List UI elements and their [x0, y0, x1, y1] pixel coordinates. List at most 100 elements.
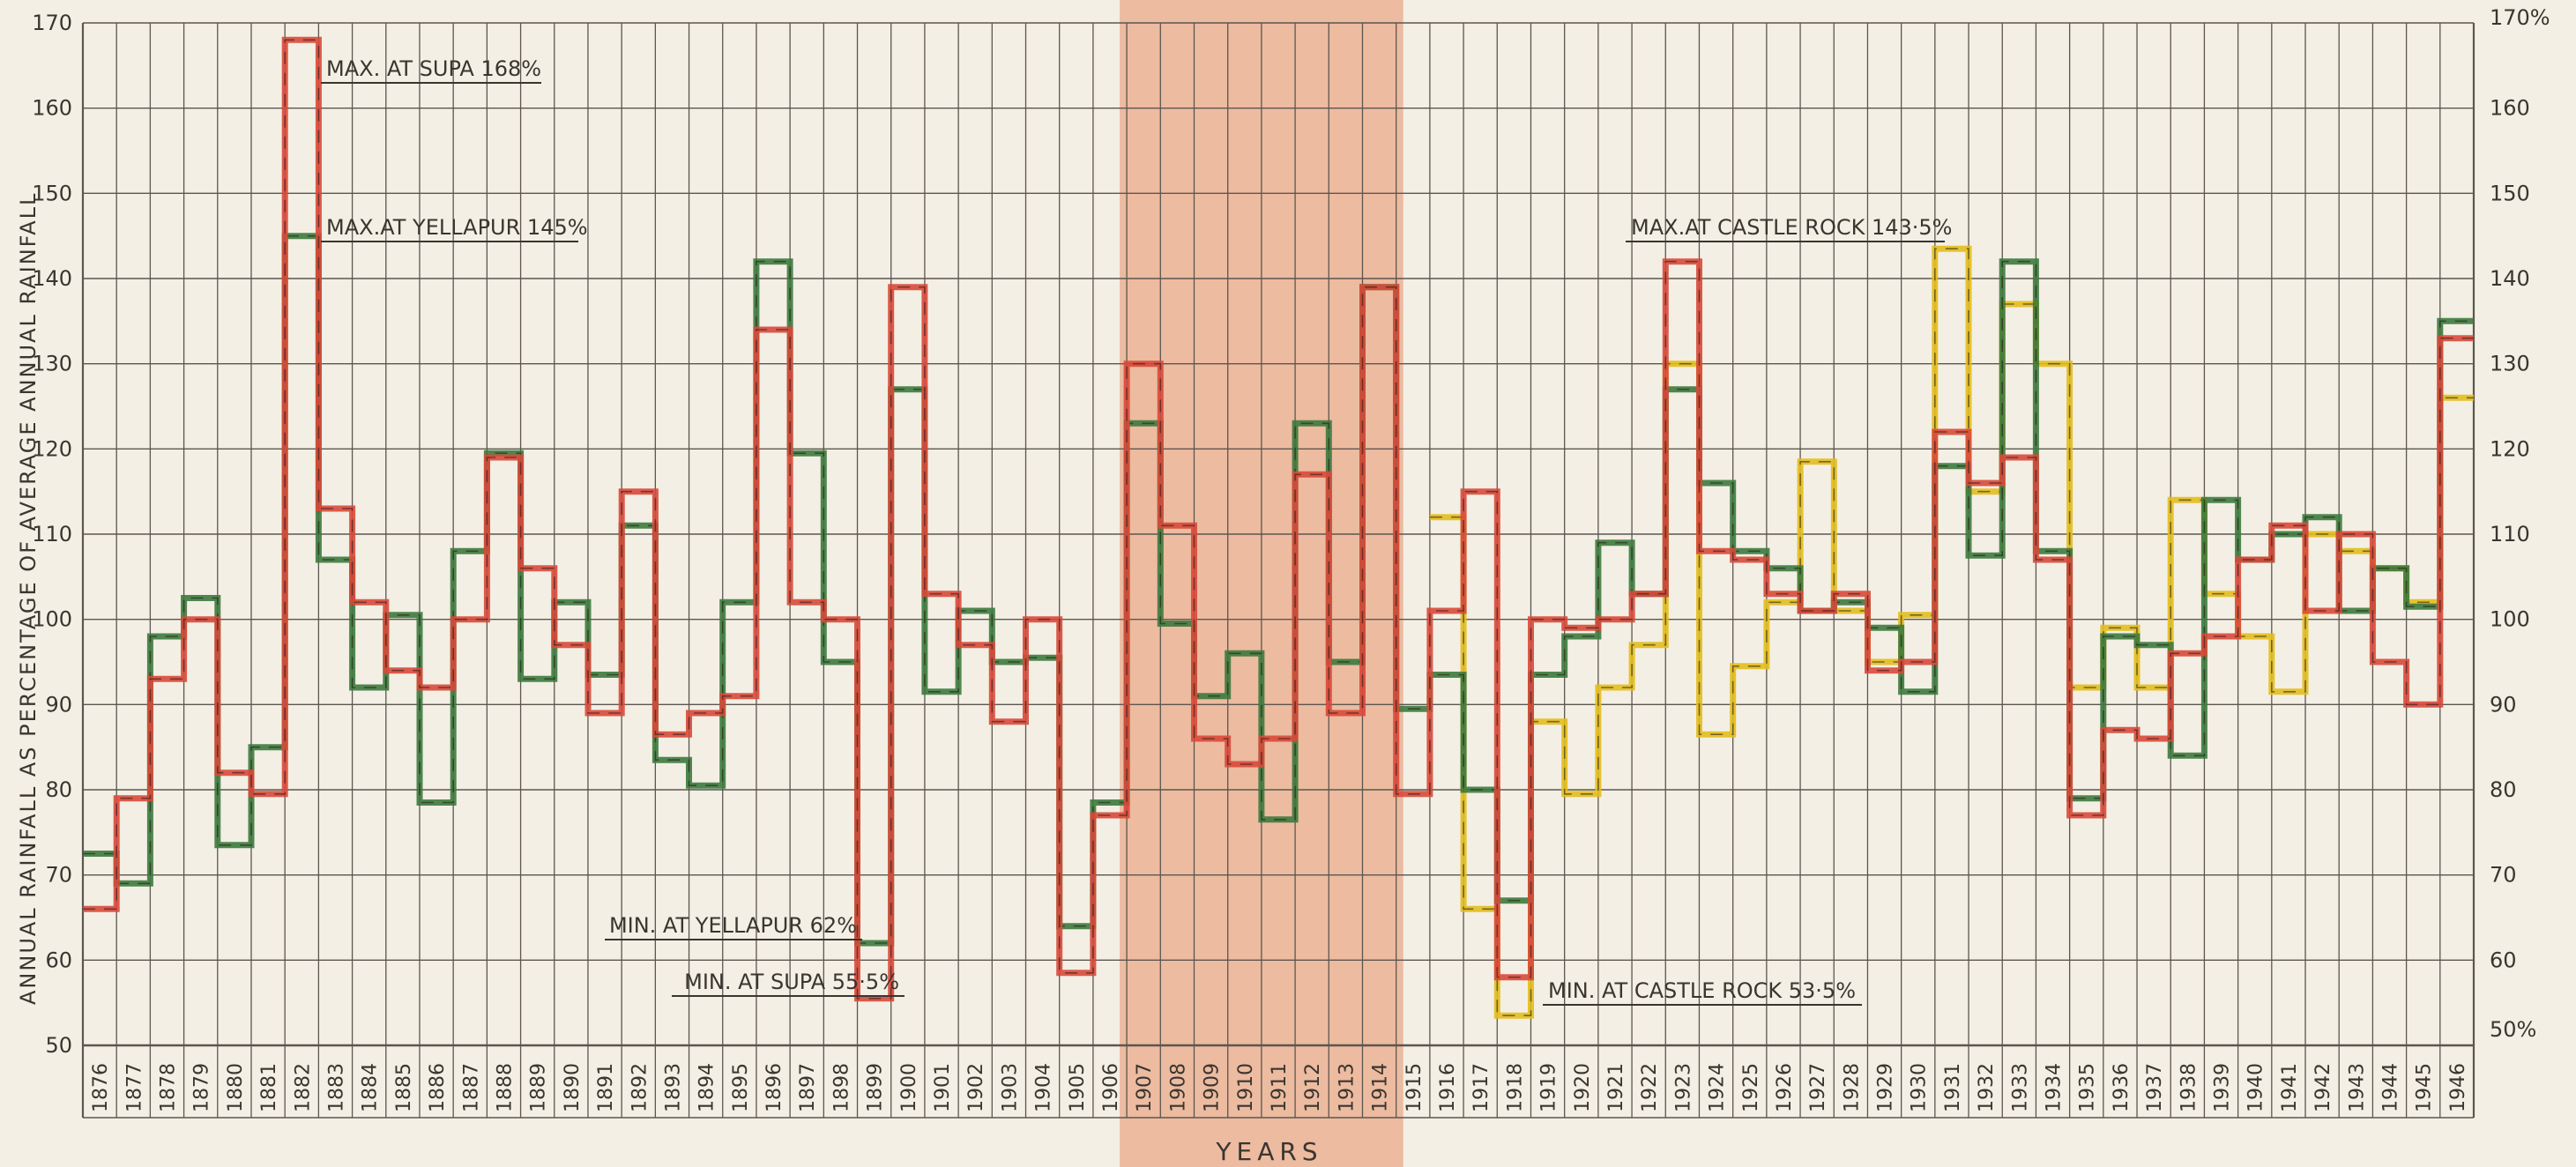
x-tick: 1922: [1639, 1063, 1661, 1112]
x-tick: 1886: [427, 1063, 449, 1112]
x-tick: 1935: [2077, 1063, 2099, 1112]
y-axis-label: ANNUAL RAINFALL AS PERCENTAGE OF AVERAGE…: [16, 192, 41, 1005]
x-tick: 1914: [1370, 1063, 1392, 1112]
annotation-label: MAX.AT CASTLE ROCK 143·5%: [1631, 215, 1952, 240]
y-tick-right: 100: [2490, 607, 2530, 632]
x-tick: 1945: [2414, 1063, 2436, 1112]
x-tick: 1910: [1235, 1063, 1257, 1112]
y-tick-right: 110: [2490, 522, 2530, 546]
annotation-label: MIN. AT CASTLE ROCK 53·5%: [1548, 978, 1856, 1003]
x-tick: 1930: [1909, 1063, 1931, 1112]
x-axis-ticks: 1876 1877 1878 1879 1880 1881 1882 1883 1884 1885…: [90, 1063, 2469, 1112]
x-tick: 1902: [965, 1063, 987, 1112]
x-tick: 1946: [2447, 1063, 2469, 1112]
x-tick: 1913: [1336, 1063, 1358, 1112]
x-tick: 1925: [1740, 1063, 1762, 1112]
annotations: MAX. AT SUPA 168% MAX.AT YELLAPUR 145% MIN…: [321, 56, 1952, 1006]
x-tick: 1885: [393, 1063, 415, 1112]
y-tick-right: 50%: [2490, 1017, 2536, 1042]
y-tick-left: 160: [32, 96, 72, 121]
x-tick: 1921: [1605, 1063, 1627, 1112]
x-tick: 1920: [1572, 1063, 1594, 1112]
x-tick: 1928: [1841, 1063, 1863, 1112]
y-tick-right: 150: [2490, 181, 2530, 205]
y-tick-left: 150: [32, 181, 72, 205]
y-tick-right: 130: [2490, 352, 2530, 376]
x-tick: 1880: [225, 1063, 247, 1112]
x-tick: 1907: [1134, 1063, 1156, 1112]
y-tick-right: 80: [2490, 777, 2517, 802]
x-tick: 1936: [2111, 1063, 2133, 1112]
y-tick-right: 120: [2490, 436, 2530, 461]
y-axis-right-ticks: 50% 60 70 80 90 100 110 120 130 140 150 160 170%: [2490, 5, 2550, 1042]
y-tick-left: 170: [32, 11, 72, 35]
x-tick: 1892: [629, 1063, 651, 1112]
annotation-label: MAX.AT YELLAPUR 145%: [326, 215, 588, 240]
y-tick-left: 130: [32, 352, 72, 376]
series-red-dash: [83, 39, 2474, 1000]
y-tick-right: 160: [2490, 96, 2530, 121]
x-tick: 1934: [2044, 1063, 2066, 1112]
x-tick: 1926: [1774, 1063, 1796, 1112]
x-tick: 1878: [157, 1063, 179, 1112]
x-tick: 1911: [1269, 1063, 1291, 1112]
x-tick: 1941: [2279, 1063, 2301, 1112]
x-tick: 1888: [494, 1063, 516, 1112]
x-tick: 1881: [258, 1063, 280, 1112]
x-tick: 1884: [360, 1063, 382, 1112]
x-tick: 1903: [999, 1063, 1021, 1112]
x-tick: 1891: [595, 1063, 617, 1112]
x-tick: 1940: [2245, 1063, 2267, 1112]
x-tick: 1906: [1100, 1063, 1122, 1112]
x-tick: 1937: [2144, 1063, 2166, 1112]
y-tick-right: 70: [2490, 863, 2517, 888]
x-tick: 1879: [191, 1063, 213, 1112]
x-tick: 1912: [1302, 1063, 1324, 1112]
y-tick-left: 50: [45, 1033, 72, 1058]
x-tick: 1916: [1437, 1063, 1459, 1112]
y-tick-right: 170%: [2490, 5, 2550, 30]
x-tick: 1915: [1403, 1063, 1426, 1112]
x-tick: 1894: [696, 1063, 718, 1112]
x-tick: 1923: [1672, 1063, 1694, 1112]
x-tick: 1899: [865, 1063, 887, 1112]
series-yellow-dash: [1429, 248, 2474, 1016]
x-tick: 1897: [797, 1063, 819, 1112]
x-tick: 1905: [1067, 1063, 1089, 1112]
x-tick: 1932: [1976, 1063, 1998, 1112]
x-tick: 1893: [662, 1063, 684, 1112]
x-axis-label: YEARS: [1215, 1137, 1322, 1166]
x-tick: 1938: [2178, 1063, 2200, 1112]
y-axis-left-ticks: 50 60 70 80 90 100 110 120 130 140 150 160 170: [32, 11, 72, 1058]
series-lines: [83, 36, 2474, 1019]
x-tick: 1904: [1033, 1063, 1055, 1112]
x-tick: 1927: [1807, 1063, 1829, 1112]
x-tick: 1944: [2380, 1063, 2402, 1112]
y-tick-left: 90: [45, 692, 72, 717]
x-tick: 1908: [1167, 1063, 1189, 1112]
x-tick: 1882: [292, 1063, 314, 1112]
x-tick: 1929: [1875, 1063, 1897, 1112]
x-tick: 1898: [830, 1063, 852, 1112]
annotation-label: MAX. AT SUPA 168%: [326, 56, 541, 81]
x-tick: 1887: [460, 1063, 482, 1112]
x-tick: 1901: [932, 1063, 954, 1112]
x-tick: 1933: [2009, 1063, 2031, 1112]
y-tick-left: 140: [32, 266, 72, 291]
y-tick-right: 140: [2490, 266, 2530, 291]
y-tick-left: 110: [32, 522, 72, 546]
x-tick: 1924: [1707, 1063, 1729, 1112]
x-tick: 1917: [1470, 1063, 1493, 1112]
y-tick-left: 120: [32, 436, 72, 461]
x-tick: 1919: [1538, 1063, 1560, 1112]
x-tick: 1883: [325, 1063, 347, 1112]
annotation-label: MIN. AT SUPA 55·5%: [684, 970, 899, 994]
x-tick: 1943: [2346, 1063, 2368, 1112]
y-tick-right: 60: [2490, 948, 2517, 972]
x-tick: 1900: [898, 1063, 920, 1112]
x-tick: 1918: [1504, 1063, 1526, 1112]
y-tick-left: 80: [45, 777, 72, 802]
x-tick: 1895: [730, 1063, 752, 1112]
y-tick-left: 60: [45, 948, 72, 972]
x-tick: 1889: [528, 1063, 550, 1112]
